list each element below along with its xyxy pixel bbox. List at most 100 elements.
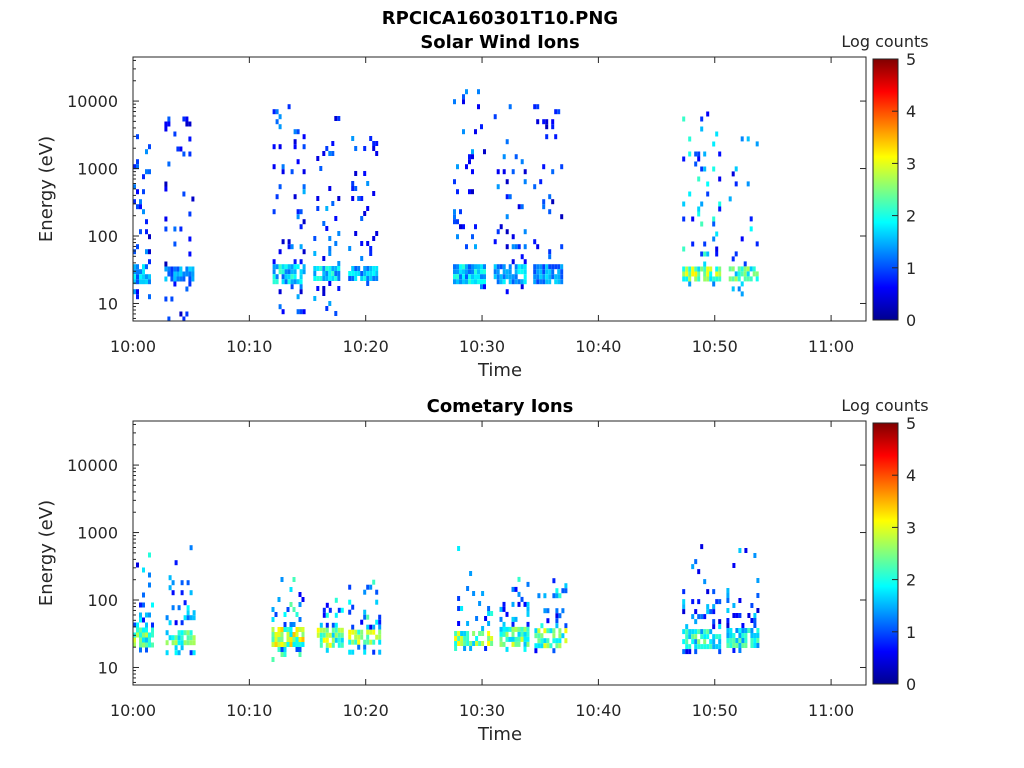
heatmap-cell <box>564 583 568 589</box>
heatmap-cell <box>478 641 482 646</box>
heatmap-cell <box>490 641 494 646</box>
heatmap-cell <box>682 609 686 615</box>
heatmap-cell <box>366 614 370 620</box>
heatmap-cell <box>148 632 151 638</box>
heatmap-cell <box>511 631 515 637</box>
heatmap-cell <box>173 226 177 232</box>
heatmap-cell <box>348 629 352 635</box>
heatmap-cell <box>517 204 521 210</box>
heatmap-cell <box>179 276 183 282</box>
heatmap-cell <box>174 650 178 656</box>
heatmap-cell <box>744 633 748 638</box>
heatmap-cell <box>171 590 175 596</box>
heatmap-cell <box>718 624 722 630</box>
heatmap-cell <box>287 264 291 270</box>
heatmap-cell <box>325 622 329 628</box>
heatmap-cell <box>331 141 335 146</box>
heatmap-cell <box>142 592 145 598</box>
heatmap-cell <box>700 201 704 207</box>
heatmap-cell <box>357 196 361 201</box>
heatmap-cell <box>293 129 297 135</box>
heatmap-cell <box>474 244 477 250</box>
heatmap-cell <box>729 638 733 643</box>
heatmap-cell <box>546 608 550 614</box>
heatmap-cell <box>694 644 698 650</box>
heatmap-cell <box>465 264 468 270</box>
heatmap-cell <box>334 271 338 276</box>
heatmap-cell <box>325 642 329 648</box>
heatmap-cell <box>189 640 193 646</box>
heatmap-cell <box>712 141 716 147</box>
heatmap-cell <box>375 141 379 146</box>
heatmap-cell <box>706 251 710 257</box>
heatmap-cell <box>499 636 503 642</box>
heatmap-cell <box>151 602 154 608</box>
heatmap-cell <box>363 639 367 645</box>
heatmap-cell <box>545 274 549 280</box>
heatmap-cell <box>499 626 503 632</box>
colorbar-tick-label: 2 <box>906 207 916 226</box>
heatmap-cell <box>148 259 151 265</box>
heatmap-cell <box>685 644 689 650</box>
heatmap-cell <box>136 289 139 295</box>
heatmap-cell <box>734 271 738 277</box>
heatmap-cell <box>715 276 719 282</box>
heatmap-cell <box>293 194 297 200</box>
heatmap-cell <box>688 644 692 650</box>
heatmap-cell <box>697 271 701 277</box>
heatmap-cell <box>136 274 139 280</box>
heatmap-cell <box>136 204 139 210</box>
heatmap-cell <box>454 641 458 646</box>
colorbar: Log counts 0 1 2 3 4 5 <box>841 396 928 694</box>
heatmap-cell <box>474 224 477 230</box>
heatmap-cell <box>328 276 332 281</box>
heatmap-cell <box>542 269 546 275</box>
heatmap-cell <box>552 648 556 654</box>
heatmap-cell <box>325 276 329 281</box>
colorbar-tick-label: 5 <box>906 50 916 69</box>
heatmap-cell <box>682 589 686 595</box>
heatmap-cell <box>555 588 559 594</box>
heatmap-cell <box>523 229 527 235</box>
heatmap-cell <box>694 639 698 645</box>
heatmap-cell <box>468 159 471 165</box>
heatmap-cell <box>457 546 461 551</box>
heatmap-cell <box>337 266 341 271</box>
heatmap-cell <box>278 114 282 120</box>
colorbar: Log counts 0 1 2 3 4 5 <box>841 32 928 330</box>
y-axis-label: Energy (eV) <box>36 500 57 606</box>
heatmap-cell <box>477 104 480 110</box>
heatmap-cell <box>685 649 689 655</box>
heatmap-cell <box>322 151 326 156</box>
heatmap-cell <box>372 639 376 645</box>
heatmap-cell <box>481 626 485 631</box>
heatmap-cell <box>700 116 704 122</box>
heatmap-cell <box>351 266 355 271</box>
heatmap-cell <box>328 251 332 256</box>
heatmap-cell <box>366 281 370 286</box>
heatmap-cell <box>167 271 171 277</box>
heatmap-cell <box>505 214 509 220</box>
heatmap-cell <box>542 199 546 205</box>
heatmap-cell <box>483 284 486 290</box>
heatmap-cell <box>732 638 736 643</box>
heatmap-cell <box>170 271 174 277</box>
heatmap-cell <box>337 271 341 276</box>
heatmap-cell <box>685 634 689 640</box>
heatmap-cell <box>173 271 177 277</box>
heatmap-cell <box>165 615 169 621</box>
heatmap-cell <box>316 266 320 271</box>
heatmap-cell <box>290 274 294 280</box>
heatmap-cell <box>322 286 326 291</box>
heatmap-cell <box>271 617 275 622</box>
heatmap-cell <box>302 269 306 275</box>
heatmap-cell <box>741 623 745 628</box>
heatmap-cell <box>278 264 282 270</box>
heatmap-cell <box>551 119 555 125</box>
x-tick-label: 10:00 <box>110 337 156 356</box>
heatmap-cell <box>694 649 698 655</box>
heatmap-cell <box>369 629 373 635</box>
heatmap-cell <box>483 274 486 280</box>
heatmap-cell <box>502 154 506 160</box>
heatmap-cell <box>325 647 329 653</box>
